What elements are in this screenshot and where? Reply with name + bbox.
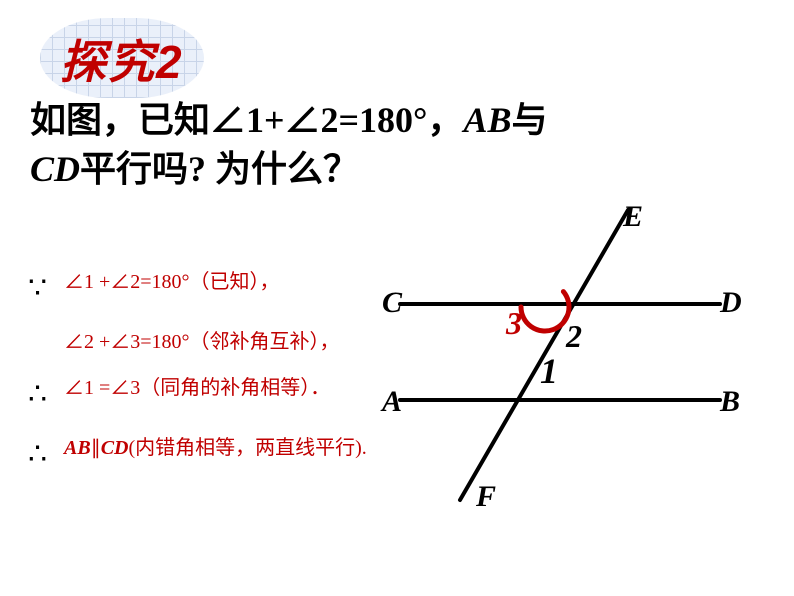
proof-row: ∴ ∠1 =∠3（同角的补角相等）． bbox=[28, 374, 408, 416]
diagram-svg bbox=[380, 200, 780, 520]
question-text: 如图，已知∠1+∠2=180°，AB与 CD平行吗? 为什么？ bbox=[30, 96, 750, 193]
q-part: 如图，已知 bbox=[30, 100, 210, 140]
proof-txt: (内错角相等，两直线平行). bbox=[128, 437, 366, 459]
q-math: ∠1+∠2=180° bbox=[210, 100, 427, 140]
angle-label: 1 bbox=[540, 350, 558, 392]
proof-it: AB bbox=[64, 437, 91, 459]
therefore-symbol: ∴ bbox=[28, 434, 64, 476]
angle-label: 2 bbox=[566, 318, 582, 355]
q-part: 平行吗? 为什么？ bbox=[80, 149, 359, 189]
q-it-AB: AB bbox=[463, 100, 511, 140]
proof-row: ∠2 +∠3=180°（邻补角互补）， bbox=[28, 328, 408, 356]
title-text: 探究2 bbox=[60, 36, 184, 88]
proof-it: CD bbox=[101, 437, 129, 459]
because-symbol: ∵ bbox=[28, 268, 64, 310]
geometry-diagram: E C D A B F 3 21 bbox=[380, 200, 780, 520]
diagram-label: A bbox=[382, 385, 402, 419]
diagram-label: D bbox=[720, 286, 742, 320]
q-it-CD: CD bbox=[30, 149, 80, 189]
diagram-label: E bbox=[623, 200, 643, 234]
proof-row: ∵ ∠1 +∠2=180°（已知）， bbox=[28, 268, 408, 310]
proof-line1: ∠1 +∠2=180°（已知）， bbox=[64, 268, 280, 296]
therefore-symbol: ∴ bbox=[28, 374, 64, 416]
diagram-label: B bbox=[720, 385, 740, 419]
proof-line2: ∠2 +∠3=180°（邻补角互补）， bbox=[64, 328, 340, 356]
diagram-label: F bbox=[476, 480, 496, 514]
title-box: 探究2 bbox=[40, 18, 204, 98]
proof-row: ∴ AB∥CD(内错角相等，两直线平行). bbox=[28, 434, 408, 476]
angle-label: 3 bbox=[506, 305, 522, 342]
proof-sym: ∥ bbox=[91, 437, 101, 459]
proof-block: ∵ ∠1 +∠2=180°（已知）， ∠2 +∠3=180°（邻补角互补）， ∴… bbox=[28, 268, 408, 494]
diagram-label: C bbox=[382, 286, 402, 320]
q-part: 与 bbox=[512, 100, 548, 140]
q-part: ， bbox=[427, 100, 463, 140]
proof-line3: ∠1 =∠3（同角的补角相等）． bbox=[64, 374, 330, 402]
proof-line4: AB∥CD(内错角相等，两直线平行). bbox=[64, 434, 367, 462]
